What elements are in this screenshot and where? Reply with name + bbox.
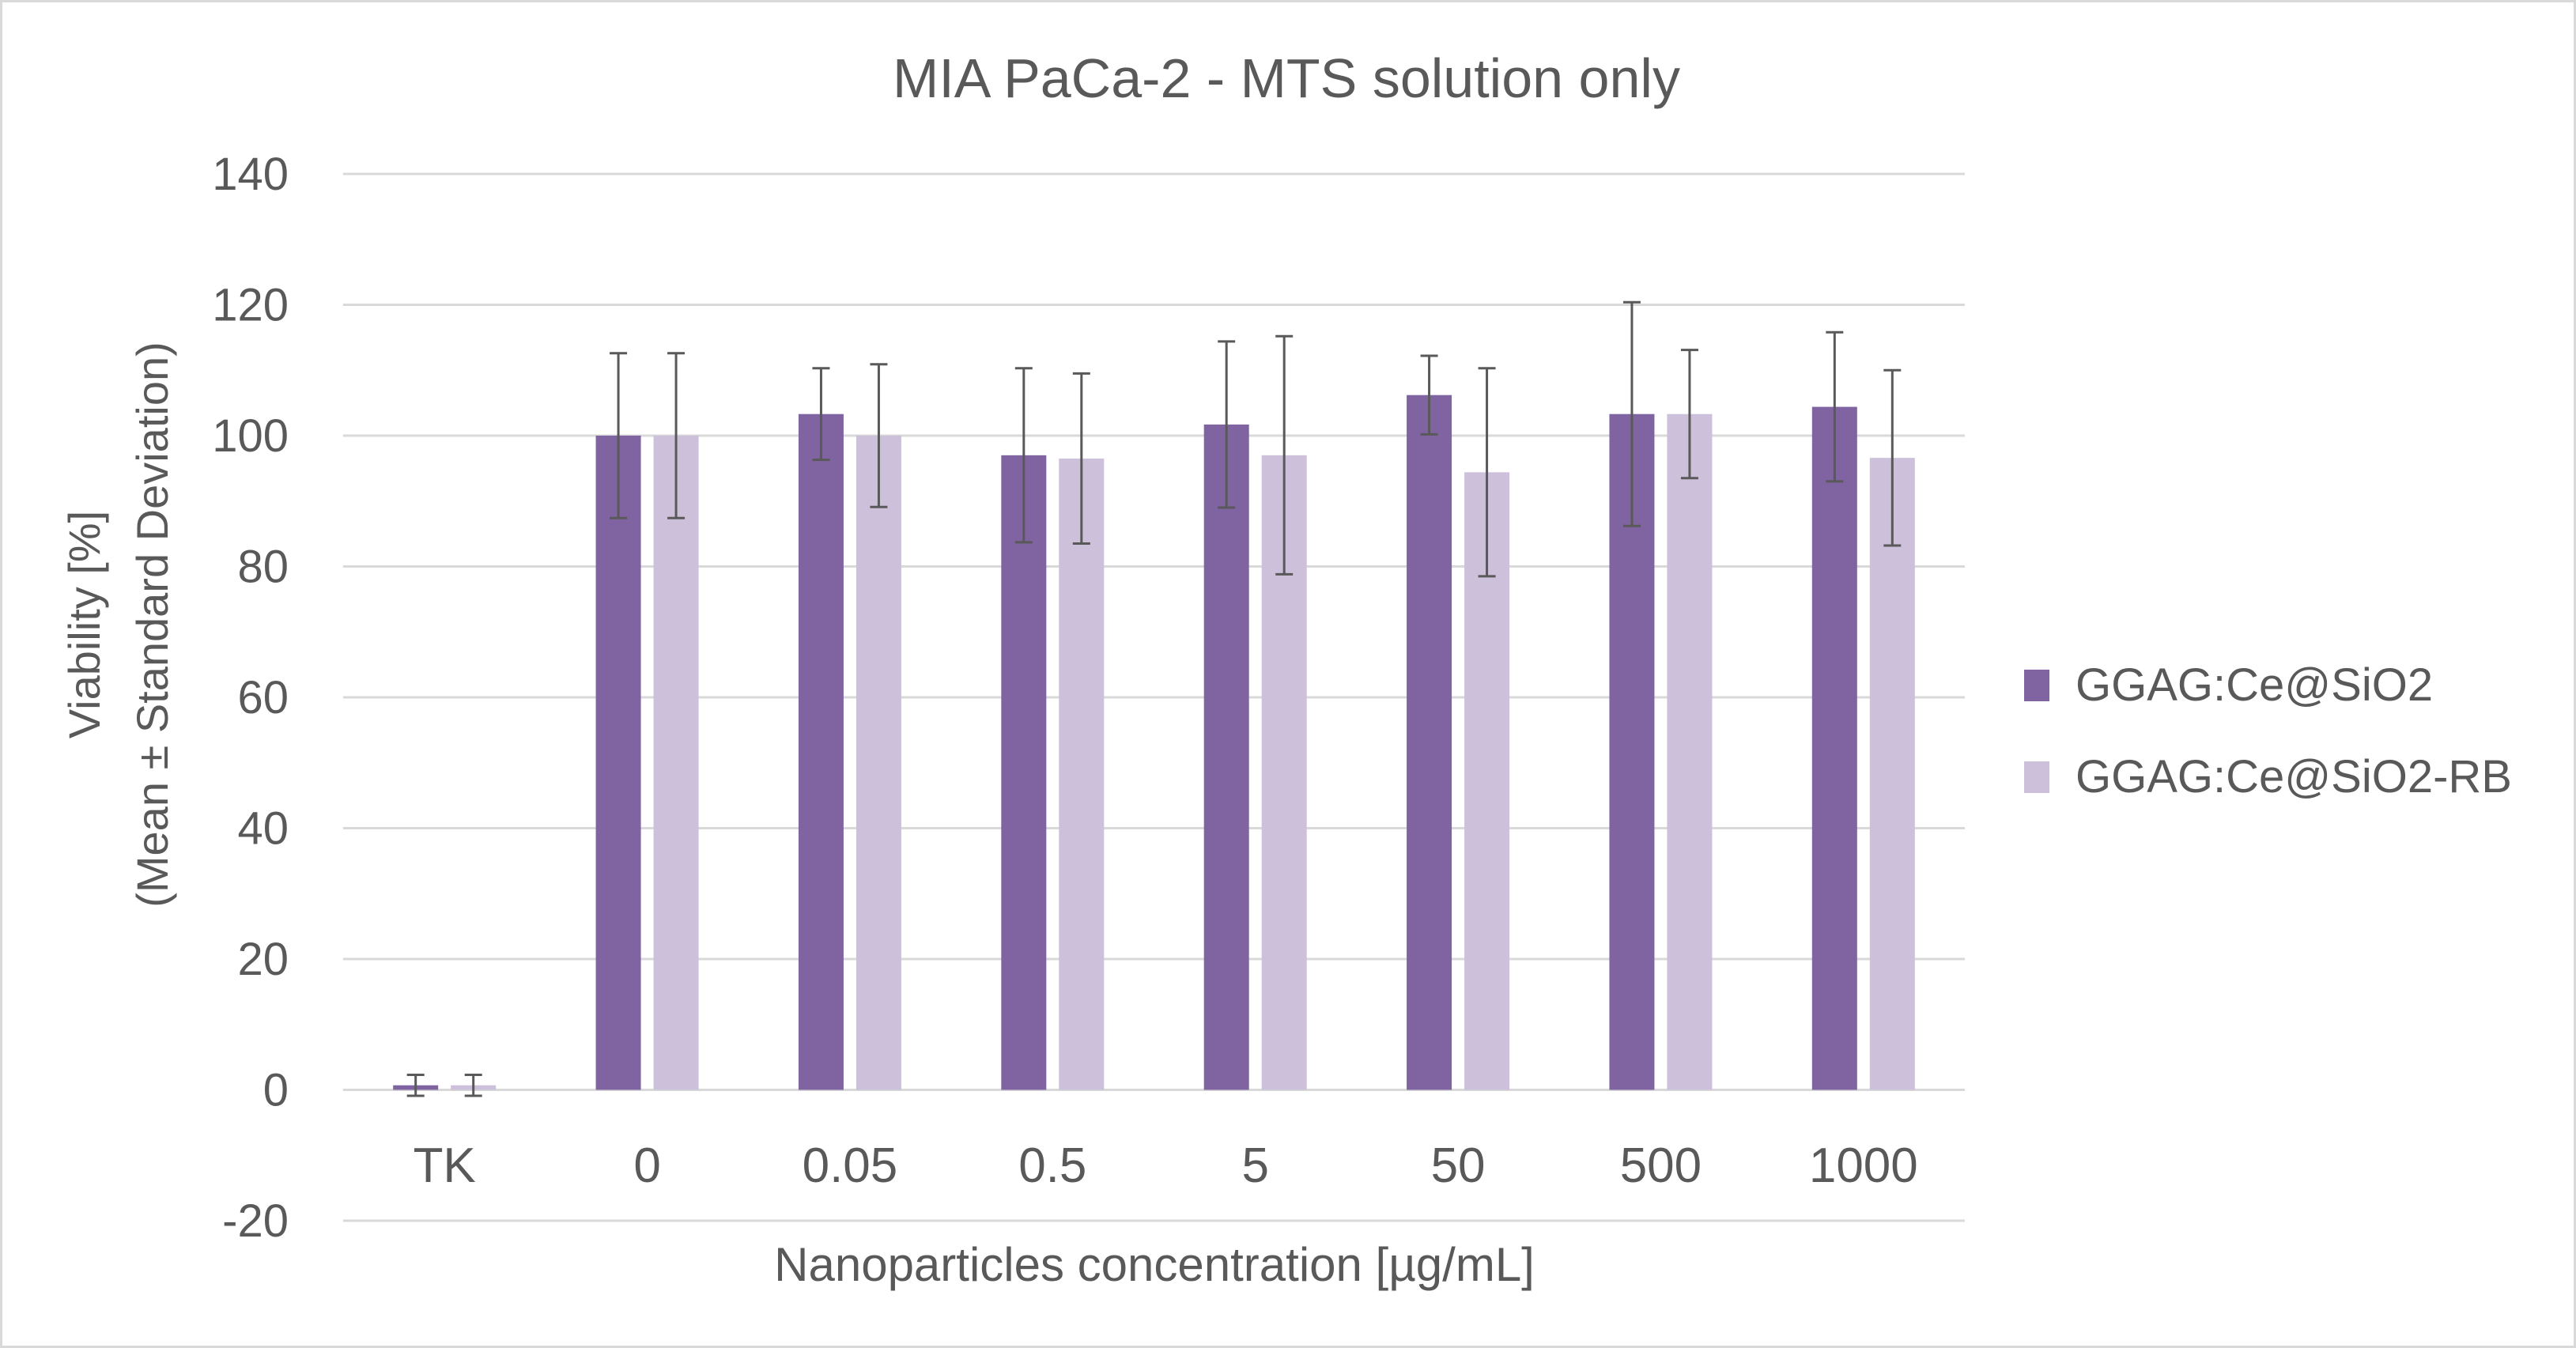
x-tick-label: 50 bbox=[1431, 1138, 1486, 1193]
bar-ggag-ce-sio2-rb bbox=[856, 436, 901, 1090]
legend-label: GGAG:Ce@SiO2-RB bbox=[2076, 751, 2512, 802]
y-tick-label: 40 bbox=[237, 803, 289, 855]
y-tick-label: 20 bbox=[237, 934, 289, 985]
error-bars bbox=[406, 300, 1902, 1097]
y-tick-label: 0 bbox=[263, 1065, 289, 1116]
legend-swatch bbox=[2024, 670, 2049, 701]
x-axis-ticks: TK 0 0.05 0.5 5 50 500 1000 bbox=[414, 1138, 1918, 1193]
bars bbox=[393, 395, 1915, 1090]
y-tick-label: 80 bbox=[237, 542, 289, 593]
bar-ggag-ce-sio2 bbox=[1203, 424, 1249, 1090]
bar-ggag-ce-sio2 bbox=[595, 436, 641, 1090]
x-tick-label: 0 bbox=[633, 1138, 660, 1193]
bar-ggag-ce-sio2-rb bbox=[1667, 413, 1713, 1090]
y-axis-ticks: -20 0 20 40 60 80 100 120 140 bbox=[212, 149, 289, 1247]
y-axis-title-line2: (Mean ± Standard Deviation) bbox=[127, 342, 177, 908]
y-tick-label: 60 bbox=[237, 672, 289, 723]
y-tick-label: 100 bbox=[212, 410, 289, 462]
bar-ggag-ce-sio2-rb bbox=[1869, 458, 1915, 1090]
y-tick-label: 120 bbox=[212, 280, 289, 331]
x-tick-label: 1000 bbox=[1809, 1138, 1918, 1193]
y-tick-label: -20 bbox=[222, 1195, 289, 1247]
bar-ggag-ce-sio2-rb bbox=[653, 436, 699, 1090]
bar-ggag-ce-sio2-rb bbox=[1059, 458, 1105, 1090]
bar-ggag-ce-sio2 bbox=[798, 413, 844, 1090]
bar-ggag-ce-sio2 bbox=[1001, 455, 1047, 1090]
x-tick-label: 0.5 bbox=[1018, 1138, 1086, 1193]
bar-ggag-ce-sio2 bbox=[1811, 406, 1857, 1090]
legend-label: GGAG:Ce@SiO2 bbox=[2076, 659, 2433, 711]
x-axis-title: Nanoparticles concentration [µg/mL] bbox=[774, 1238, 1535, 1291]
x-tick-label: 0.05 bbox=[803, 1138, 898, 1193]
x-tick-label: 500 bbox=[1620, 1138, 1702, 1193]
bar-ggag-ce-sio2 bbox=[1407, 395, 1452, 1090]
chart-title: MIA PaCa-2 - MTS solution only bbox=[893, 47, 1680, 109]
legend-swatch bbox=[2024, 761, 2049, 793]
legend: GGAG:Ce@SiO2 GGAG:Ce@SiO2-RB bbox=[2024, 659, 2512, 802]
y-tick-label: 140 bbox=[212, 149, 289, 200]
x-tick-label: 5 bbox=[1241, 1138, 1268, 1193]
gridlines bbox=[343, 172, 1965, 1222]
y-axis-title-line1: Viability [%] bbox=[59, 511, 109, 738]
x-tick-label: TK bbox=[414, 1138, 476, 1193]
